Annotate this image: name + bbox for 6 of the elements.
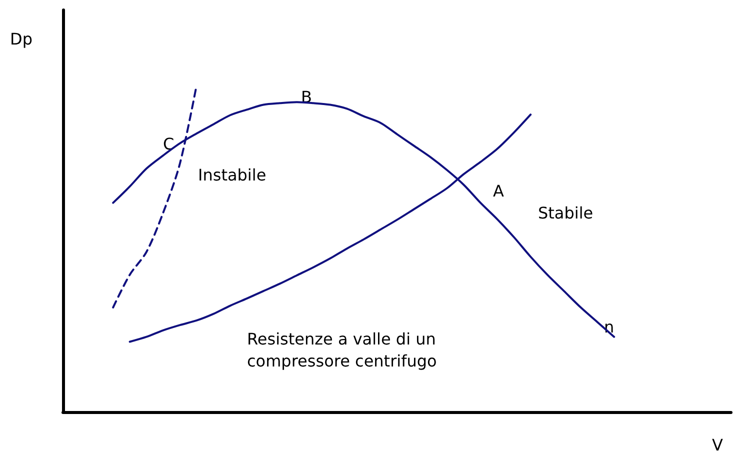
annotation: Stabile bbox=[538, 204, 594, 222]
annotation: Instabile bbox=[198, 166, 266, 184]
y-axis-title: Dp bbox=[10, 30, 32, 48]
x-axis-title: V bbox=[712, 436, 723, 454]
annotation: Resistenze a valle di un compressore centrifugo bbox=[247, 330, 437, 370]
annotation: A bbox=[493, 182, 504, 200]
